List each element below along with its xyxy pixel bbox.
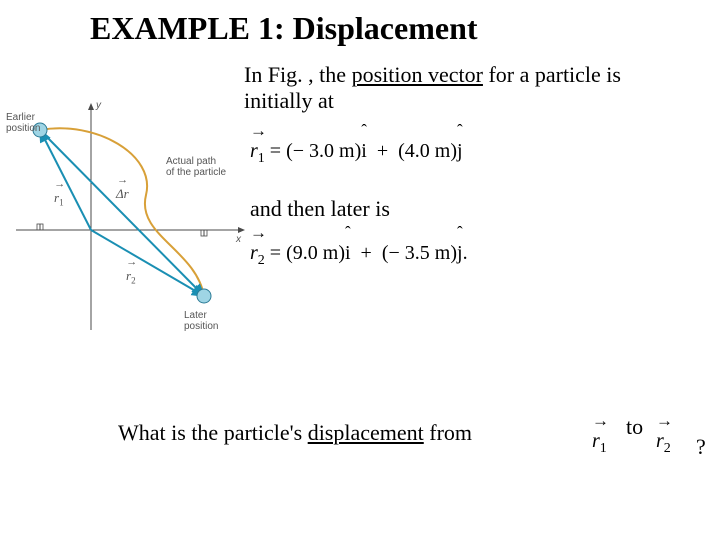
question-pre: What is the particle's — [118, 420, 308, 445]
question-r2: →r2 — [656, 430, 671, 457]
j-hat: ˆj — [457, 140, 463, 163]
question-to: to — [626, 414, 643, 440]
displacement-diagram: Earlierposition Laterposition Actual pat… — [6, 100, 246, 360]
r2-diagram-label: →r2 — [126, 268, 136, 286]
r1-vector-line — [40, 130, 91, 230]
i-hat: ˆi — [361, 140, 367, 163]
question-underline: displacement — [308, 420, 424, 445]
example-title: EXAMPLE 1: Displacement — [0, 0, 720, 47]
later-label: Laterposition — [184, 310, 218, 332]
y-axis-label: y — [96, 100, 101, 111]
delta-r-vector-line — [40, 130, 204, 296]
intro-text: In Fig. , the position vector for a part… — [244, 62, 644, 115]
intro-underline: position vector — [352, 62, 483, 87]
intro-pre: In Fig. , the — [244, 62, 352, 87]
j-hat-2: ˆj — [457, 242, 463, 265]
question-post: from — [424, 420, 472, 445]
equation-r2: →r2 = (9.0 m)ˆi + (− 3.5 m)ˆj. — [250, 242, 468, 269]
path-label: Actual pathof the particle — [166, 156, 226, 178]
equation-r1: →r1 = (− 3.0 m)ˆi + (4.0 m)ˆj — [250, 140, 463, 167]
question-r1: →r1 — [592, 430, 607, 457]
delta-r-diagram-label: →Δr — [116, 186, 129, 202]
question-text: What is the particle's displacement from — [118, 420, 472, 446]
later-dot — [197, 289, 211, 303]
question-mark: ? — [696, 434, 706, 460]
earlier-label: Earlierposition — [6, 112, 40, 134]
r1-vector: →r1 — [250, 140, 265, 167]
r2-vector: →r2 — [250, 242, 265, 269]
i-hat-2: ˆi — [345, 242, 351, 265]
mid-text: and then later is — [250, 196, 390, 222]
x-axis-label: x — [236, 234, 241, 245]
r1-diagram-label: →r1 — [54, 190, 64, 208]
